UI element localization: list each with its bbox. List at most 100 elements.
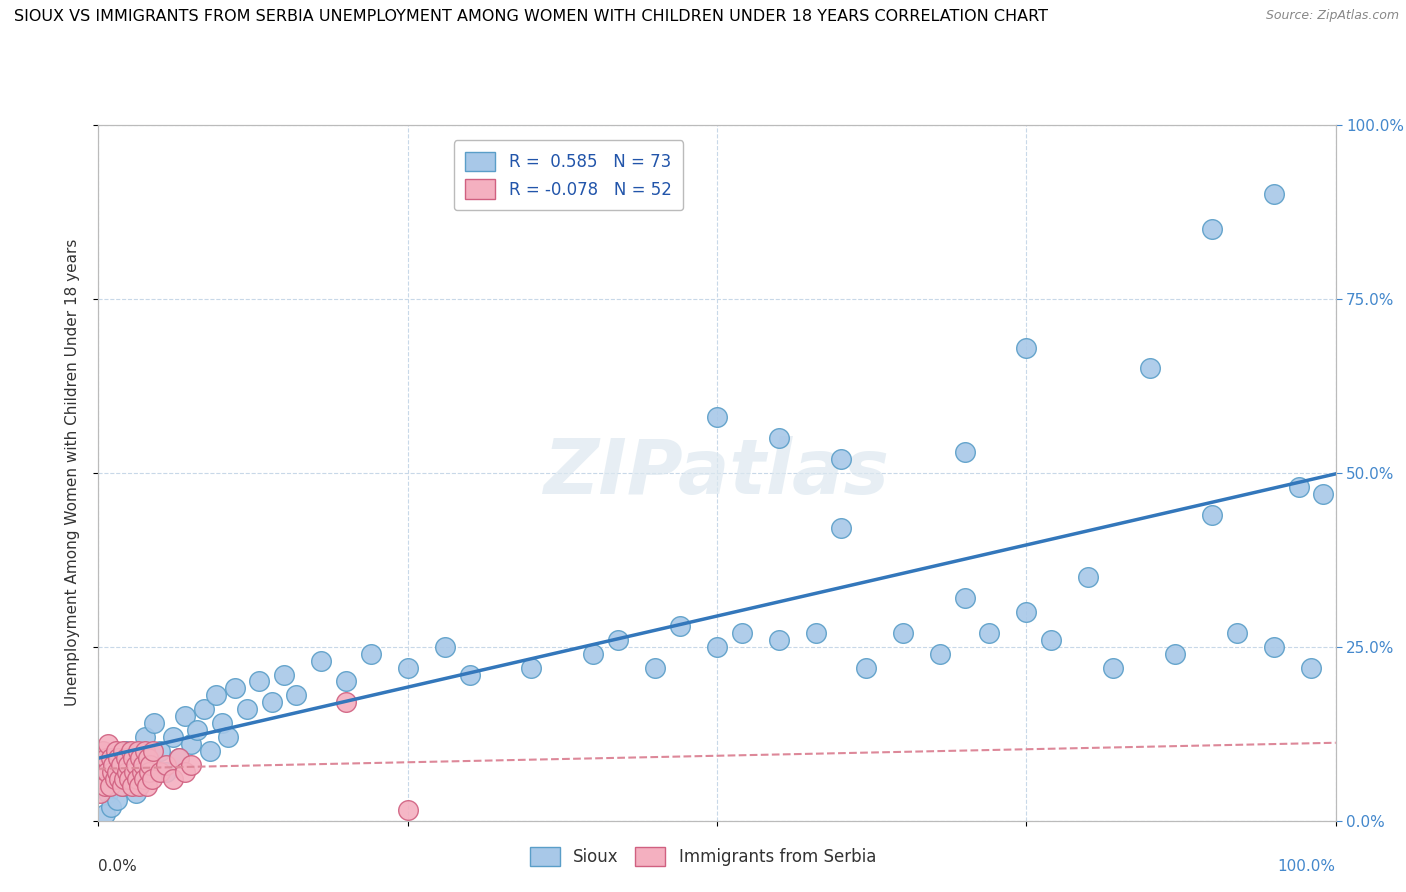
Point — [111, 779, 134, 793]
Text: 100.0%: 100.0% — [1278, 859, 1336, 874]
Point — [174, 764, 197, 779]
Point — [768, 431, 790, 445]
Point — [1040, 632, 1063, 647]
Point — [134, 772, 156, 786]
Point — [309, 654, 332, 668]
Point — [124, 758, 146, 772]
Point — [117, 758, 139, 772]
Point — [104, 744, 127, 758]
Point — [167, 751, 190, 765]
Point — [1201, 222, 1223, 236]
Point — [105, 764, 128, 779]
Point — [134, 730, 156, 744]
Point — [1288, 480, 1310, 494]
Legend: Sioux, Immigrants from Serbia: Sioux, Immigrants from Serbia — [522, 838, 884, 875]
Point — [112, 744, 135, 758]
Legend: R =  0.585   N = 73, R = -0.078   N = 52: R = 0.585 N = 73, R = -0.078 N = 52 — [454, 140, 683, 211]
Point — [1164, 647, 1187, 661]
Point — [891, 625, 914, 640]
Point — [93, 806, 115, 821]
Point — [520, 660, 543, 674]
Point — [110, 758, 132, 772]
Text: SIOUX VS IMMIGRANTS FROM SERBIA UNEMPLOYMENT AMONG WOMEN WITH CHILDREN UNDER 18 : SIOUX VS IMMIGRANTS FROM SERBIA UNEMPLOY… — [14, 9, 1047, 24]
Point — [141, 772, 163, 786]
Point — [135, 779, 157, 793]
Point — [174, 709, 197, 723]
Point — [273, 667, 295, 681]
Point — [953, 445, 976, 459]
Point — [124, 764, 146, 779]
Point — [118, 764, 141, 779]
Point — [110, 758, 132, 772]
Point — [127, 744, 149, 758]
Point — [928, 647, 950, 661]
Point — [129, 751, 152, 765]
Point — [127, 751, 149, 765]
Point — [138, 764, 160, 779]
Point — [953, 591, 976, 605]
Point — [162, 772, 184, 786]
Point — [167, 751, 190, 765]
Point — [396, 803, 419, 817]
Point — [155, 758, 177, 772]
Point — [162, 730, 184, 744]
Point — [335, 695, 357, 709]
Text: ZIPatlas: ZIPatlas — [544, 436, 890, 509]
Point — [830, 521, 852, 535]
Point — [108, 772, 131, 786]
Point — [186, 723, 208, 738]
Point — [193, 702, 215, 716]
Point — [260, 695, 283, 709]
Point — [103, 772, 125, 786]
Point — [105, 793, 128, 807]
Point — [122, 751, 145, 765]
Point — [247, 674, 270, 689]
Point — [1139, 361, 1161, 376]
Point — [211, 716, 233, 731]
Point — [90, 758, 112, 772]
Point — [114, 744, 136, 758]
Point — [103, 758, 125, 772]
Point — [89, 786, 111, 800]
Point — [644, 660, 666, 674]
Point — [217, 730, 239, 744]
Point — [93, 744, 115, 758]
Point — [107, 751, 129, 765]
Point — [1312, 486, 1334, 500]
Point — [1226, 625, 1249, 640]
Point — [125, 772, 148, 786]
Point — [98, 779, 121, 793]
Point — [97, 786, 120, 800]
Point — [1201, 508, 1223, 522]
Point — [136, 751, 159, 765]
Text: Source: ZipAtlas.com: Source: ZipAtlas.com — [1265, 9, 1399, 22]
Point — [1102, 660, 1125, 674]
Point — [136, 758, 159, 772]
Point — [97, 737, 120, 751]
Point — [93, 779, 115, 793]
Point — [124, 786, 146, 800]
Point — [134, 744, 156, 758]
Point — [96, 764, 118, 779]
Point — [180, 737, 202, 751]
Point — [768, 632, 790, 647]
Point — [1077, 570, 1099, 584]
Point — [205, 689, 228, 703]
Point — [100, 799, 122, 814]
Point — [669, 619, 692, 633]
Point — [120, 744, 142, 758]
Point — [731, 625, 754, 640]
Point — [121, 779, 143, 793]
Point — [458, 667, 481, 681]
Point — [706, 410, 728, 425]
Point — [118, 772, 141, 786]
Point — [1015, 605, 1038, 619]
Point — [149, 764, 172, 779]
Point — [1015, 341, 1038, 355]
Point — [830, 451, 852, 466]
Point — [101, 764, 124, 779]
Point — [100, 751, 122, 765]
Point — [979, 625, 1001, 640]
Point — [132, 758, 155, 772]
Point — [131, 772, 153, 786]
